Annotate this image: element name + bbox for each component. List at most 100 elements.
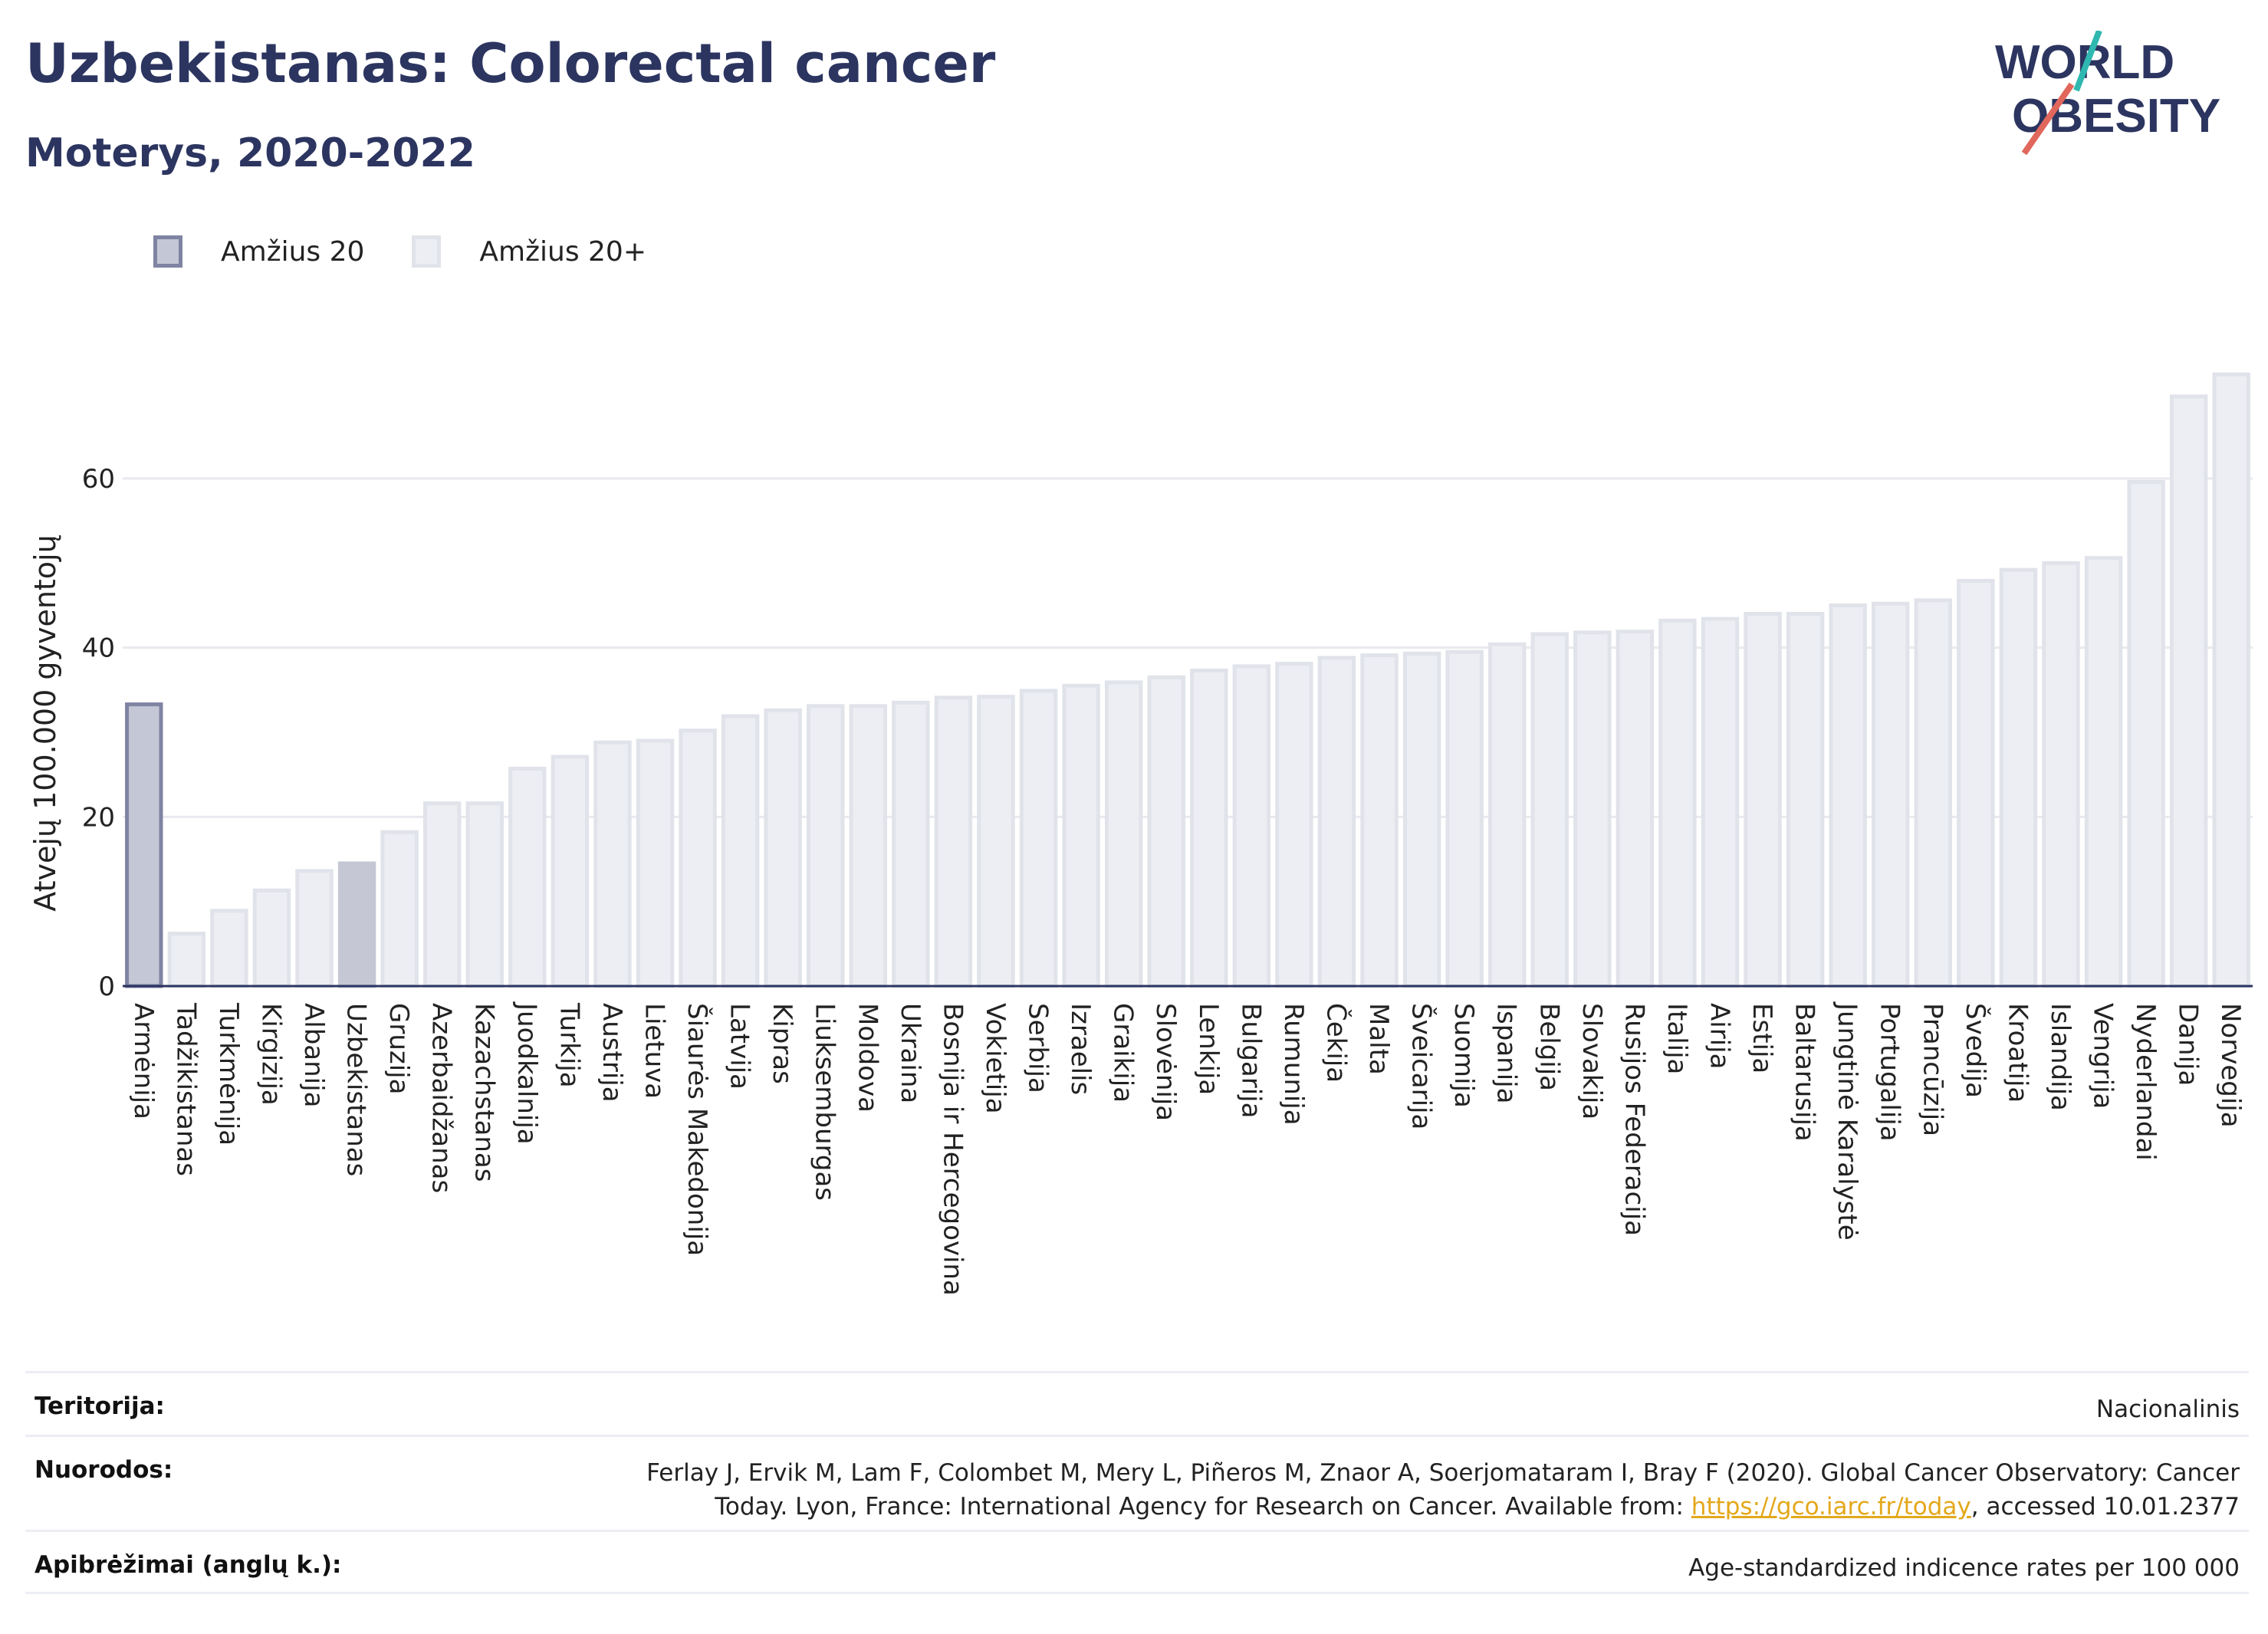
x-tick-label: Lenkija: [1193, 1003, 1224, 1095]
x-tick-label: Vengrija: [2088, 1003, 2118, 1109]
bar-5[interactable]: [337, 861, 376, 988]
bar-15[interactable]: [764, 708, 802, 988]
bar-43[interactable]: [1957, 579, 1995, 988]
bar-10[interactable]: [551, 755, 590, 988]
bar-45[interactable]: [2042, 561, 2080, 988]
bar-31[interactable]: [1445, 649, 1484, 988]
x-tick-label: Šiaurės Makedonija: [682, 1003, 713, 1256]
x-tick-label: Prancūzija: [1917, 1003, 1948, 1136]
x-tick-label: Albanija: [298, 1003, 329, 1107]
bar-23[interactable]: [1104, 680, 1143, 988]
bar-39[interactable]: [1786, 612, 1825, 988]
x-tick-label: Azerbaidžanas: [426, 1003, 457, 1193]
x-tick-label: Juodkalnija: [511, 1001, 542, 1145]
bar-0[interactable]: [125, 702, 163, 988]
footer-row-territory: Teritorija: Nacionalinis: [25, 1371, 2249, 1435]
bar-3[interactable]: [252, 888, 291, 988]
bar-17[interactable]: [849, 704, 888, 988]
bar-37[interactable]: [1701, 616, 1740, 988]
bar-41[interactable]: [1872, 601, 1910, 988]
bar-46[interactable]: [2084, 556, 2123, 988]
x-tick-label: Kroatija: [2002, 1003, 2033, 1103]
x-tick-label: Moldova: [852, 1003, 883, 1113]
x-tick-label: Belgija: [1533, 1003, 1564, 1091]
x-tick-label: Čekija: [1320, 1003, 1352, 1083]
bar-8[interactable]: [465, 801, 504, 988]
x-tick-label: Latvija: [725, 1003, 755, 1090]
bar-29[interactable]: [1360, 653, 1399, 988]
x-tick-label: Turkmėnija: [213, 1002, 244, 1146]
bar-20[interactable]: [977, 695, 1015, 988]
x-tick-label: Bosnija ir Hercegovina: [937, 1003, 968, 1296]
chart-legend: Amžius 20 Amžius 20+: [153, 228, 694, 275]
footer-row-references: Nuorodos: Ferlay J, Ervik M, Lam F, Colo…: [25, 1435, 2249, 1530]
bar-30[interactable]: [1402, 651, 1441, 988]
definitions-value: Age-standardized indicence rates per 100…: [1688, 1554, 2240, 1582]
bar-49[interactable]: [2212, 372, 2250, 988]
bar-42[interactable]: [1914, 598, 1953, 988]
x-tick-label: Armėnija: [128, 1003, 159, 1119]
bar-25[interactable]: [1190, 668, 1228, 988]
x-tick-label: Suomija: [1448, 1003, 1479, 1108]
bar-7[interactable]: [422, 801, 462, 988]
bar-34[interactable]: [1573, 630, 1612, 988]
bar-40[interactable]: [1829, 603, 1867, 988]
bar-47[interactable]: [2127, 479, 2165, 988]
bar-18[interactable]: [892, 700, 930, 988]
territory-value: Nacionalinis: [2095, 1396, 2240, 1423]
bar-24[interactable]: [1147, 675, 1185, 988]
territory-label: Teritorija:: [35, 1392, 165, 1420]
chart-subtitle: Moterys, 2020-2022: [25, 130, 475, 176]
bar-33[interactable]: [1530, 632, 1569, 988]
legend-item-age20plus[interactable]: Amžius 20+: [412, 235, 646, 268]
references-text-start: Ferlay J, Ervik M, Lam F, Colombet M, Me…: [646, 1459, 2240, 1521]
bar-4[interactable]: [295, 869, 334, 988]
bar-6[interactable]: [380, 830, 419, 988]
bar-38[interactable]: [1744, 612, 1782, 988]
x-tick-label: Estija: [1747, 1003, 1777, 1073]
bar-9[interactable]: [508, 766, 547, 988]
y-tick-label: 60: [82, 464, 115, 495]
x-tick-label: Ispanija: [1491, 1003, 1522, 1103]
bar-21[interactable]: [1019, 689, 1058, 988]
legend-label-age20plus: Amžius 20+: [479, 235, 647, 268]
x-tick-label: Nyderlandai: [2130, 1003, 2161, 1161]
bar-36[interactable]: [1658, 618, 1697, 988]
bar-27[interactable]: [1275, 662, 1313, 988]
x-tick-label: Italija: [1662, 1003, 1692, 1074]
x-tick-label: Kirgizija: [255, 1003, 286, 1106]
bar-28[interactable]: [1317, 656, 1356, 988]
bar-13[interactable]: [679, 728, 717, 988]
bar-22[interactable]: [1062, 683, 1100, 988]
bar-1[interactable]: [167, 932, 206, 988]
legend-swatch-age20: [153, 235, 182, 268]
bar-11[interactable]: [593, 740, 632, 988]
world-obesity-logo: WORLD OBESITY: [1995, 31, 2220, 156]
x-tick-label: Šveicarija: [1406, 1003, 1438, 1129]
bar-14[interactable]: [721, 714, 760, 988]
x-tick-label: Izraelis: [1065, 1003, 1096, 1095]
bar-16[interactable]: [807, 704, 845, 988]
legend-item-age20[interactable]: Amžius 20: [153, 235, 364, 268]
y-tick-label: 0: [98, 972, 115, 1002]
bar-44[interactable]: [1999, 567, 2038, 988]
legend-swatch-age20plus: [412, 235, 442, 268]
x-tick-label: Liuksemburgas: [810, 1003, 840, 1201]
x-tick-label: Ukraina: [895, 1003, 925, 1103]
x-tick-label: Islandija: [2045, 1003, 2076, 1111]
bar-26[interactable]: [1232, 664, 1271, 988]
references-value: Ferlay J, Ervik M, Lam F, Colombet M, Me…: [614, 1456, 2240, 1524]
bar-19[interactable]: [934, 695, 973, 988]
bar-chart: 0 20 40 60 Atvejų 100.000 gyventojų Armėnija T…: [28, 372, 2253, 1296]
bar-12[interactable]: [636, 738, 675, 988]
x-tick-label: Rumunija: [1278, 1003, 1309, 1126]
bar-2[interactable]: [210, 909, 248, 988]
x-tick-label: Vokietija: [980, 1003, 1011, 1114]
x-tick-label: Jungtinė Karalystė: [1832, 1001, 1862, 1241]
bar-32[interactable]: [1487, 642, 1527, 988]
bar-35[interactable]: [1616, 630, 1655, 988]
footer-row-definitions: Apibrėžimai (anglų k.): Age-standardized…: [25, 1530, 2249, 1594]
x-tick-label: Bulgarija: [1235, 1003, 1266, 1118]
references-link[interactable]: https://gco.iarc.fr/today: [1691, 1493, 1971, 1521]
bar-48[interactable]: [2169, 394, 2208, 988]
